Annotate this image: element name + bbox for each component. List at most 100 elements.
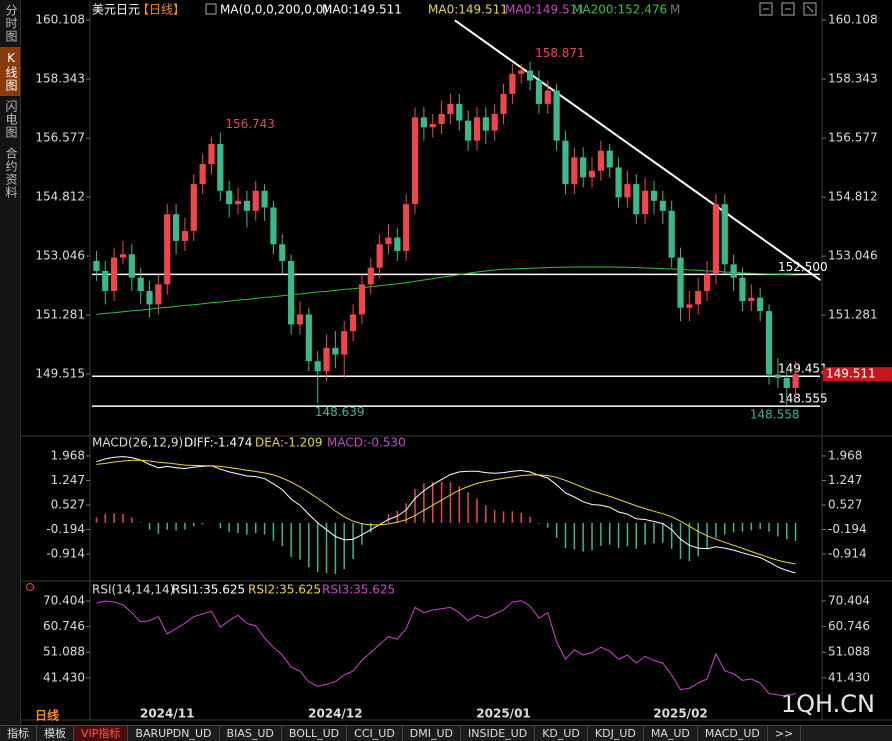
indicator-tab[interactable]: 模板 — [37, 726, 74, 741]
legend-entry: MA0:149.511 — [505, 3, 585, 17]
y-tick-label: -0.194 — [828, 522, 867, 536]
candle-body — [252, 190, 259, 211]
candle-body — [420, 117, 427, 128]
indicator-tab[interactable]: KDJ_UD — [588, 726, 644, 741]
candle-body — [668, 210, 675, 258]
window-icons[interactable] — [759, 2, 817, 16]
sidebar-tab[interactable]: 闪电图 — [4, 100, 18, 139]
indicator-tab[interactable]: BIAS_UD — [220, 726, 282, 741]
indicator-tab[interactable]: CCI_UD — [347, 726, 403, 741]
icon[interactable] — [759, 2, 773, 16]
y-tick-label: 0.527 — [51, 497, 85, 511]
candle-body — [659, 200, 666, 211]
y-tick-label: 1.247 — [51, 473, 85, 487]
candle-body — [695, 291, 702, 305]
sidebar-tab[interactable]: 合约资料 — [4, 147, 18, 199]
candle-body — [465, 120, 472, 141]
candle-body — [748, 297, 755, 302]
y-tick-label: 154.812 — [828, 190, 878, 204]
indicator-tab[interactable]: DMI_UD — [403, 726, 462, 741]
period-label: 日线 — [35, 708, 59, 723]
candle-body — [146, 291, 153, 305]
horizontal-line-label: 149.451 — [778, 362, 828, 376]
icon[interactable] — [803, 2, 817, 16]
y-tick-label: 1.968 — [828, 448, 862, 462]
candle-body — [155, 284, 162, 305]
rsi-title: RSI(14,14,14) — [92, 583, 174, 597]
candle-body — [111, 257, 118, 292]
y-tick-label: 70.404 — [43, 593, 85, 607]
indicator-tab[interactable]: INSIDE_UD — [461, 726, 536, 741]
indicator-tab[interactable]: BOLL_UD — [282, 726, 348, 741]
candle-body — [456, 103, 463, 121]
sidebar-tab[interactable]: K线图 — [0, 47, 20, 96]
trendline — [454, 19, 821, 281]
y-tick-label: 1.247 — [828, 473, 862, 487]
icon-glyph — [806, 5, 814, 13]
candle-body — [588, 170, 596, 178]
y-tick-label: 60.746 — [828, 619, 870, 633]
high-label: 156.743 — [225, 117, 275, 131]
candle-body — [571, 157, 578, 185]
candle-body — [137, 277, 144, 292]
candle-body — [394, 237, 401, 251]
price-box — [823, 367, 892, 382]
candle-body — [624, 184, 631, 198]
settings-icon[interactable] — [205, 3, 217, 15]
candle-body — [473, 117, 481, 141]
sidebar-tab[interactable]: 分时图 — [4, 4, 18, 43]
indicator-tab[interactable]: >> — [768, 726, 802, 741]
candle-body — [438, 113, 445, 124]
candle-body — [703, 274, 711, 292]
candle-body — [199, 164, 206, 185]
x-tick-label: 2025/02 — [653, 707, 707, 721]
high-label: 158.871 — [535, 46, 585, 60]
icon[interactable] — [781, 2, 795, 16]
candle-body — [314, 361, 321, 372]
candle-body — [491, 113, 498, 131]
y-tick-label: 156.577 — [35, 131, 85, 145]
candle-body — [190, 184, 197, 231]
indicator-tab[interactable]: MA_UD — [644, 726, 698, 741]
low-label: 148.639 — [315, 405, 365, 419]
y-tick-label: 158.343 — [828, 72, 878, 86]
period: 【日线】 — [137, 3, 185, 17]
legend-entry: M — [670, 3, 680, 17]
candle-body — [633, 184, 640, 215]
price-box-label: 149.511 — [826, 367, 876, 381]
y-tick-label: 151.281 — [35, 308, 85, 322]
legend-entry: MA(0,0,0,200,0,0) — [220, 3, 328, 17]
indicator-tab[interactable]: 指标 — [0, 726, 37, 741]
candle-body — [243, 200, 250, 211]
y-tick-label: 156.577 — [828, 131, 878, 145]
legend-entry: DEA:-1.209 — [255, 436, 323, 450]
candle-body — [403, 204, 410, 251]
y-tick-label: 51.088 — [43, 645, 85, 659]
candle-body — [642, 190, 649, 215]
macd-line — [96, 459, 796, 565]
candle-body — [562, 140, 569, 185]
panel-icon[interactable] — [26, 583, 34, 591]
candle-body — [102, 270, 109, 292]
watermark: 1QH.CN — [781, 690, 875, 718]
indicator-tab[interactable]: VIP指标 — [74, 726, 129, 741]
indicator-tab[interactable]: MACD_UD — [698, 726, 768, 741]
candle-body — [305, 314, 312, 362]
y-tick-label: -0.914 — [46, 546, 85, 560]
y-tick-label: 160.108 — [828, 13, 878, 27]
y-tick-label: 160.108 — [35, 13, 85, 27]
candle-body — [349, 314, 357, 332]
candle-body — [376, 244, 383, 268]
legend-entry: MA0:149.511 — [428, 3, 508, 17]
x-tick-label: 2024/12 — [308, 707, 362, 721]
indicator-tab[interactable]: KD_UD — [535, 726, 588, 741]
candle-body — [270, 207, 277, 245]
macd-title: MACD(26,12,9) — [92, 436, 183, 450]
indicator-tab[interactable]: BARUPDN_UD — [128, 726, 220, 741]
candle-body — [341, 331, 348, 355]
low-label: 148.558 — [750, 408, 800, 422]
candle-body — [288, 260, 295, 325]
candle-body — [181, 230, 189, 241]
candle-body — [234, 200, 242, 205]
